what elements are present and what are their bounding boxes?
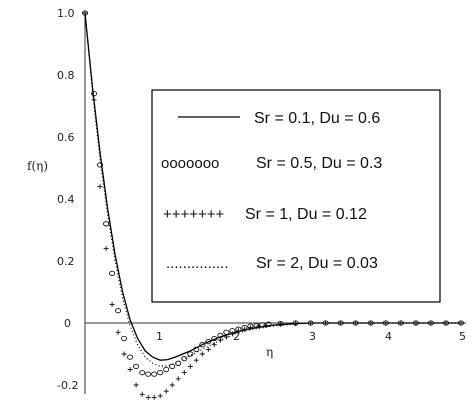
data-point-plus: [383, 320, 389, 326]
data-point-circle: [199, 342, 206, 348]
data-point-circle: [217, 332, 224, 339]
y-tick-label: 0.4: [57, 193, 75, 206]
legend-label-sr-2: Sr = 2, Du = 0.03: [256, 255, 378, 272]
data-point-plus: [241, 326, 247, 332]
data-point-plus: [413, 320, 419, 326]
x-tick-label: 1: [156, 330, 163, 343]
data-point-plus: [205, 346, 211, 352]
data-point-circle: [96, 162, 104, 168]
data-point-plus: [145, 394, 151, 400]
data-point-circle: [157, 369, 164, 376]
data-point-plus: [151, 394, 157, 400]
legend-label-sr-0-1: Sr = 0.1, Du = 0.6: [254, 110, 380, 127]
data-point-circle: [90, 90, 98, 97]
x-tick-label: 3: [309, 330, 316, 343]
data-point-circle: [169, 363, 176, 370]
x-tick-label: 5: [459, 330, 466, 343]
data-point-plus: [115, 329, 121, 335]
y-tick-label: 0.8: [57, 69, 75, 82]
series-layer: [81, 10, 465, 400]
data-point-plus: [338, 320, 344, 326]
data-point-plus: [97, 184, 103, 190]
y-axis-label: f(η): [27, 159, 48, 173]
data-point-plus: [199, 351, 205, 357]
y-tick-label: 0.2: [57, 255, 75, 268]
legend-circle-marker: ooooooo: [161, 155, 219, 172]
data-point-plus: [193, 357, 199, 363]
data-point-plus: [217, 337, 223, 343]
data-point-circle: [133, 363, 140, 370]
y-tick-label: -0.2: [57, 379, 78, 392]
series-line-dotted: [84, 12, 461, 368]
y-tick-label: 1.0: [57, 7, 75, 20]
legend-dotted-marker: ...............: [166, 255, 229, 272]
legend-box: [151, 89, 441, 303]
data-point-plus: [133, 382, 139, 388]
data-point-plus: [121, 351, 127, 357]
legend-label-sr-0-5: Sr = 0.5, Du = 0.3: [256, 155, 382, 172]
legend-plus-marker: +++++++: [163, 206, 225, 223]
data-point-plus: [169, 382, 175, 388]
data-point-circle: [151, 371, 158, 377]
data-point-circle: [145, 371, 152, 377]
data-point-plus: [103, 246, 109, 252]
data-point-plus: [458, 320, 464, 326]
data-point-circle: [121, 335, 128, 342]
data-point-plus: [91, 97, 97, 103]
data-point-circle: [127, 354, 134, 360]
data-point-circle: [181, 355, 188, 362]
data-point-plus: [263, 322, 268, 328]
data-point-circle: [139, 369, 146, 376]
data-point-circle: [109, 270, 116, 277]
data-point-plus: [127, 367, 133, 372]
y-tick-label: 0: [64, 317, 71, 330]
x-tick-label: 2: [233, 330, 240, 343]
data-point-circle: [187, 351, 194, 357]
legend-label-sr-1: Sr = 1, Du = 0.12: [245, 206, 367, 223]
data-point-circle: [223, 329, 230, 335]
data-point-circle: [253, 322, 260, 329]
data-point-plus: [223, 334, 229, 340]
data-point-circle: [211, 335, 218, 342]
data-point-plus: [247, 325, 253, 331]
data-point-plus: [157, 393, 163, 399]
data-point-plus: [139, 391, 145, 397]
data-point-plus: [109, 301, 115, 307]
data-point-circle: [205, 338, 212, 345]
data-point-plus: [235, 328, 241, 334]
data-point-plus: [187, 363, 193, 369]
y-tick-label: 0.6: [57, 131, 75, 144]
data-point-plus: [181, 370, 187, 376]
data-point-circle: [163, 366, 170, 373]
x-axis-label: η: [266, 345, 273, 359]
data-point-plus: [211, 342, 217, 348]
data-point-plus: [175, 376, 181, 382]
data-point-circle: [193, 346, 200, 353]
data-point-circle: [175, 360, 182, 366]
x-tick-label: 4: [385, 330, 392, 343]
data-point-circle: [103, 221, 110, 227]
data-point-plus: [163, 388, 169, 394]
legend: Sr = 0.1, Du = 0.6 ooooooo Sr = 0.5, Du …: [151, 89, 441, 303]
data-point-plus: [255, 323, 261, 329]
data-point-circle: [115, 307, 122, 314]
